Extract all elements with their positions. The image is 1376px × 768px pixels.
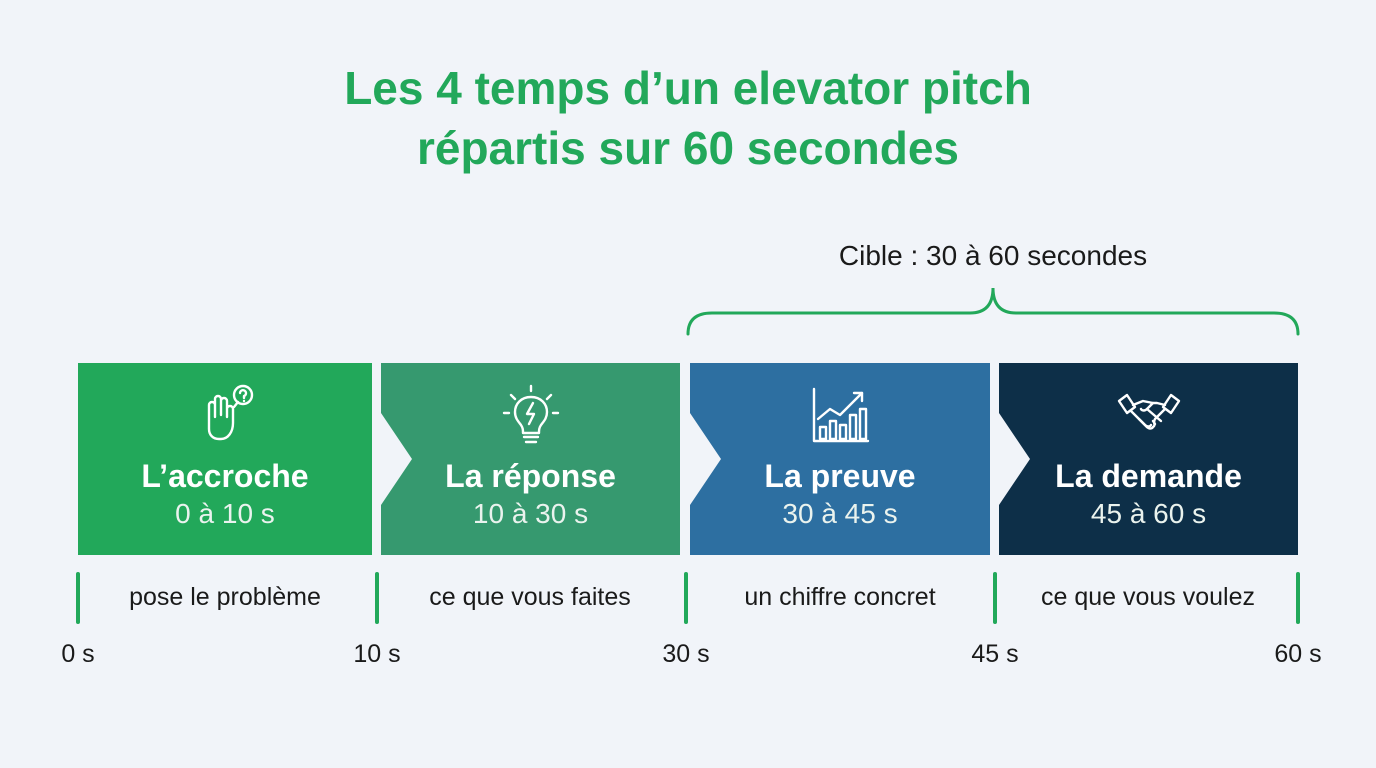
segment-range: 30 à 45 s [782,498,898,529]
handshake-icon [1117,393,1180,430]
title-line-2: répartis sur 60 secondes [416,122,960,174]
segment-description: pose le problème [129,583,321,611]
segment-accroche: L’accroche 0 à 10 s [78,363,372,555]
lightbulb-lightning-icon [502,384,559,444]
timeline-label: 30 s [662,640,710,668]
title-line-1: Les 4 temps d’un elevator pitch [344,62,1032,114]
segment-title: La preuve [764,458,916,494]
segment-range: 45 à 60 s [1090,498,1207,529]
raised-hand-question-icon [207,384,254,441]
segment-shape-reponse [381,363,680,555]
segment-reponse: La réponse 10 à 30 s [381,363,680,555]
segment-demande: La demande 45 à 60 s [999,363,1298,555]
timeline-label: 10 s [353,640,401,668]
page-title: Les 4 temps d’un elevator pitch répartis… [0,58,1376,178]
segment-description: ce que vous voulez [1040,583,1256,611]
segment-range: 0 à 10 s [175,498,275,529]
timeline-tick-45s [993,572,997,624]
timeline-tick-60s [1296,572,1300,624]
timeline-tick-0s [76,572,80,624]
timeline-tick-30s [684,572,688,624]
timeline-tick-10s [375,572,379,624]
timeline-label: 0 s [61,640,95,668]
timeline-label: 60 s [1274,640,1322,668]
segment-title: L’accroche [141,458,309,494]
segment-shape-preuve [690,363,990,555]
segment-range: 10 à 30 s [472,498,589,529]
target-label: Cible : 30 à 60 secondes [838,240,1148,271]
segment-title: La demande [1055,458,1242,494]
segment-preuve: La preuve 30 à 45 s [690,363,990,555]
segment-description: ce que vous faites [429,583,631,611]
segment-shape-demande [999,363,1298,555]
segment-shape-accroche [78,363,372,555]
segment-title: La réponse [445,458,616,494]
growth-chart-icon [812,387,870,443]
segment-description: un chiffre concret [744,583,936,611]
timeline-label: 45 s [971,640,1019,668]
